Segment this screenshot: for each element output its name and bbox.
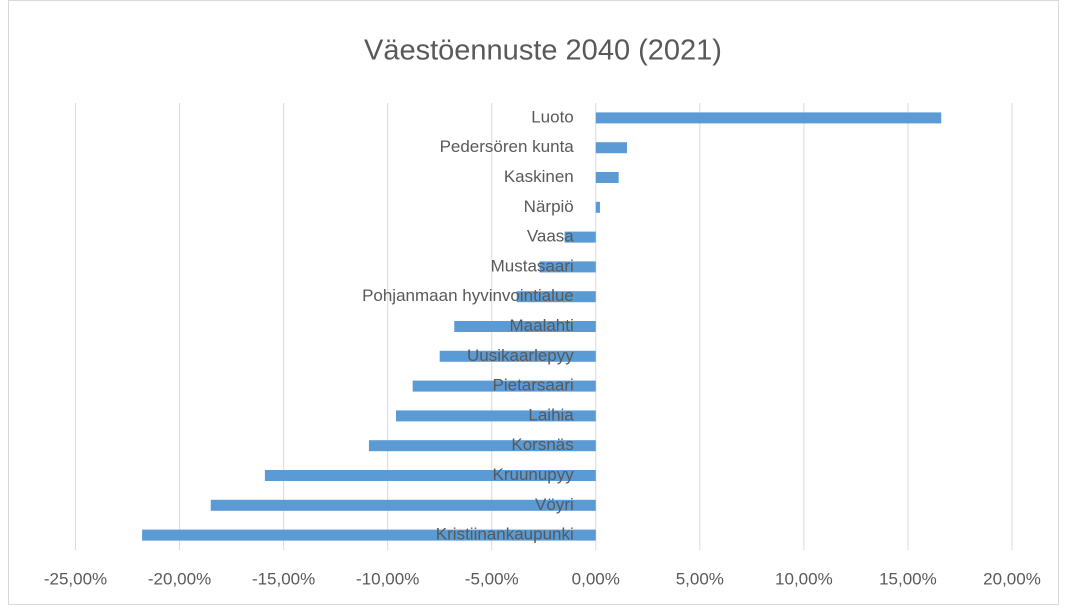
x-tick-label: -5,00% [465, 569, 519, 588]
bar [395, 410, 596, 422]
y-tick-label: Laihia [528, 405, 574, 424]
y-tick-label: Pedersören kunta [440, 137, 575, 156]
x-tick-label: -15,00% [252, 569, 315, 588]
y-tick-label: Kristiinankaupunki [436, 525, 574, 544]
x-tick-label: 15,00% [879, 569, 937, 588]
bar [439, 350, 596, 362]
bar [595, 112, 942, 124]
bar [539, 261, 596, 273]
x-tick-label: 0,00% [572, 569, 620, 588]
y-tick-label: Maalahti [510, 316, 574, 335]
x-tick-label: -10,00% [356, 569, 419, 588]
y-tick-label: Uusikaarlepyy [467, 346, 574, 365]
bar [564, 231, 596, 243]
y-tick-label: Kruunupyy [492, 465, 574, 484]
bar [595, 201, 600, 213]
x-tick-label: -25,00% [44, 569, 107, 588]
bar [264, 470, 596, 481]
chart-title: Väestöennuste 2040 (2021) [364, 35, 722, 67]
x-tick-label: -20,00% [148, 569, 211, 588]
y-tick-label: Mustasaari [491, 256, 574, 275]
bar [595, 172, 619, 183]
x-tick-label: 20,00% [983, 569, 1041, 588]
y-tick-label: Kaskinen [504, 167, 574, 186]
bar [595, 142, 627, 154]
bar [516, 291, 596, 303]
y-tick-label: Pohjanmaan hyvinvointialue [362, 286, 574, 305]
bar [210, 499, 596, 511]
x-tick-label: 10,00% [775, 569, 833, 588]
y-tick-label: Vöyri [535, 495, 574, 514]
y-tick-label: Vaasa [527, 227, 574, 246]
y-tick-label: Pietarsaari [493, 376, 574, 395]
bar [142, 529, 596, 541]
bar [412, 380, 596, 392]
x-tick-label: 5,00% [676, 569, 724, 588]
y-tick-label: Luoto [531, 107, 574, 126]
y-tick-label: Närpiö [524, 197, 574, 216]
bar [454, 321, 596, 332]
bar [368, 440, 596, 452]
y-tick-label: Korsnäs [511, 435, 573, 454]
